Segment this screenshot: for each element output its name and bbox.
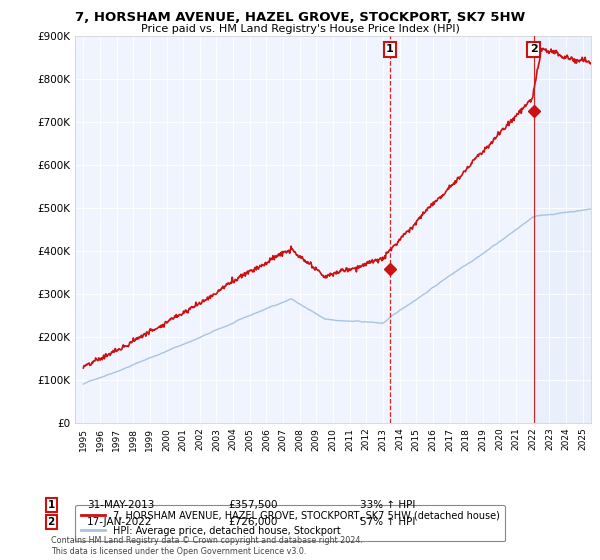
Text: 31-MAY-2013: 31-MAY-2013: [87, 500, 154, 510]
Bar: [533, 36, 591, 423]
Text: 1: 1: [47, 500, 55, 510]
Text: 7, HORSHAM AVENUE, HAZEL GROVE, STOCKPORT, SK7 5HW: 7, HORSHAM AVENUE, HAZEL GROVE, STOCKPOR…: [75, 11, 525, 24]
Text: 17-JAN-2022: 17-JAN-2022: [87, 517, 152, 527]
Legend: 7, HORSHAM AVENUE, HAZEL GROVE, STOCKPORT, SK7 5HW (detached house), HPI: Averag: 7, HORSHAM AVENUE, HAZEL GROVE, STOCKPOR…: [75, 505, 505, 542]
Text: £357,500: £357,500: [228, 500, 277, 510]
Text: Contains HM Land Registry data © Crown copyright and database right 2024.
This d: Contains HM Land Registry data © Crown c…: [51, 536, 363, 556]
Text: 57% ↑ HPI: 57% ↑ HPI: [360, 517, 415, 527]
Text: 2: 2: [47, 517, 55, 527]
Text: Price paid vs. HM Land Registry's House Price Index (HPI): Price paid vs. HM Land Registry's House …: [140, 24, 460, 34]
Text: £726,000: £726,000: [228, 517, 277, 527]
Text: 1: 1: [386, 44, 394, 54]
Text: 2: 2: [530, 44, 538, 54]
Text: 33% ↑ HPI: 33% ↑ HPI: [360, 500, 415, 510]
